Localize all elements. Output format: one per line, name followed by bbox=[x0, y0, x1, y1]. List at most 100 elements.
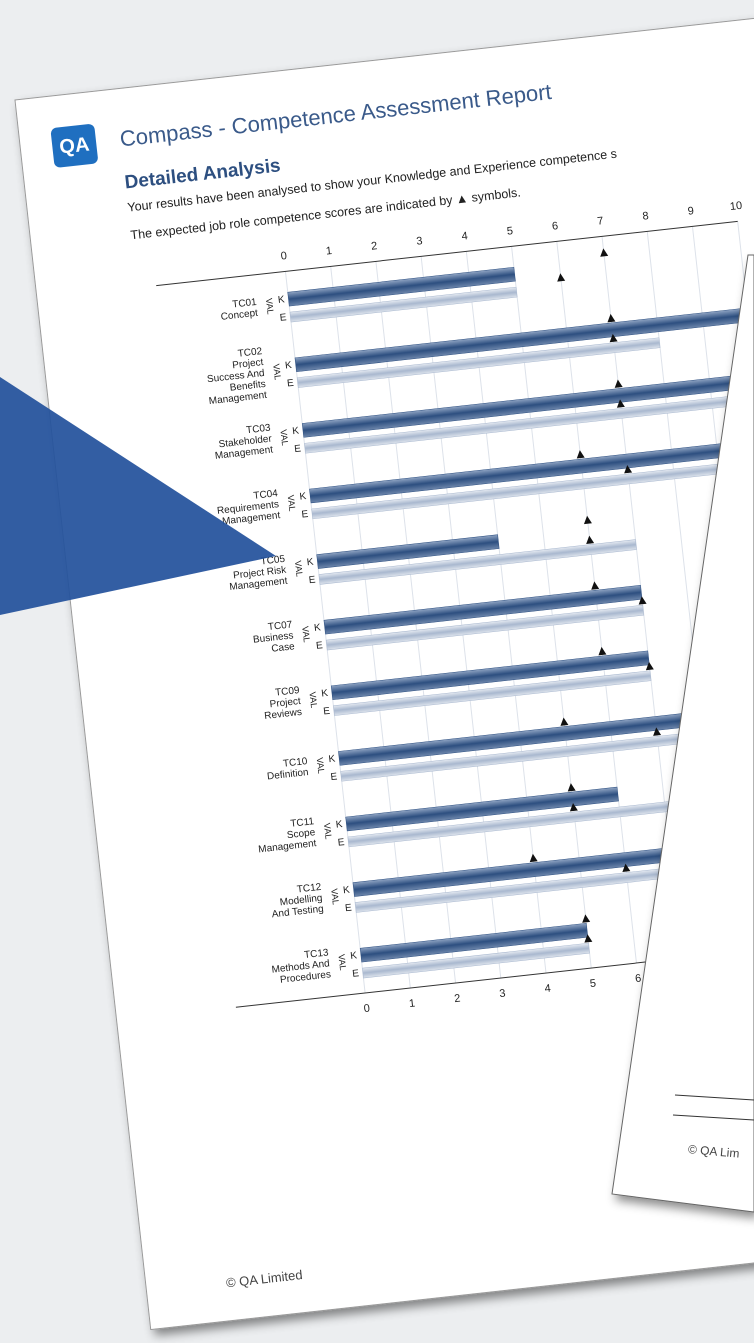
x-tick-label: 5 bbox=[506, 225, 513, 238]
category-label: TC03 bbox=[246, 423, 272, 437]
bar bbox=[296, 337, 661, 388]
expected-marker bbox=[576, 450, 585, 459]
category-label: Project bbox=[232, 357, 264, 371]
bar bbox=[325, 604, 645, 651]
expected-marker bbox=[584, 934, 593, 943]
series-label: E bbox=[316, 640, 324, 652]
x-tick-label-bottom: 6 bbox=[634, 973, 641, 986]
series-label: E bbox=[344, 903, 352, 915]
series-label: E bbox=[279, 312, 287, 324]
series-label: E bbox=[330, 771, 338, 783]
row-label: VAL bbox=[329, 888, 341, 905]
series-label: E bbox=[294, 443, 302, 455]
expected-marker bbox=[557, 273, 566, 282]
x-tick-label: 0 bbox=[280, 250, 287, 263]
category-label: TC11 bbox=[290, 816, 315, 830]
series-label: K bbox=[321, 688, 329, 700]
category-label: Project bbox=[269, 696, 301, 710]
axis-top bbox=[156, 220, 738, 287]
category-label: TC13 bbox=[304, 947, 330, 961]
report-page: QA Compass - Competence Assessment Repor… bbox=[14, 0, 754, 1331]
category-label: Definition bbox=[267, 767, 310, 783]
series-label: E bbox=[323, 706, 331, 718]
expected-marker bbox=[622, 863, 631, 873]
row-label: VAL bbox=[271, 363, 283, 380]
bar bbox=[289, 286, 518, 323]
x-tick-label: 6 bbox=[551, 220, 558, 233]
row-label: VAL bbox=[315, 757, 327, 774]
row-label: VAL bbox=[322, 822, 334, 839]
category-label: Business bbox=[253, 630, 295, 645]
category-label: Concept bbox=[220, 308, 258, 323]
bar bbox=[318, 539, 637, 585]
x-tick-label: 2 bbox=[371, 240, 378, 253]
row-label: VAL bbox=[336, 954, 348, 971]
x-tick-label: 1 bbox=[325, 245, 332, 258]
series-label: K bbox=[285, 360, 293, 372]
expected-marker bbox=[614, 379, 623, 388]
expected-marker bbox=[607, 313, 616, 323]
x-tick-label-bottom: 4 bbox=[544, 983, 551, 996]
overlay-page bbox=[611, 254, 754, 1213]
series-label: E bbox=[287, 378, 295, 390]
x-tick-label: 10 bbox=[729, 200, 742, 213]
series-label: K bbox=[277, 294, 285, 306]
category-label: TC02 bbox=[237, 346, 263, 360]
bar bbox=[323, 585, 643, 635]
x-tick-label: 9 bbox=[687, 205, 694, 218]
expected-marker bbox=[598, 646, 607, 656]
logo-box bbox=[50, 124, 98, 168]
series-label: E bbox=[308, 575, 316, 587]
bar bbox=[330, 650, 650, 701]
category-label: TC12 bbox=[296, 882, 322, 896]
series-label: E bbox=[337, 837, 345, 849]
category-label: TC09 bbox=[275, 685, 301, 699]
bar bbox=[316, 534, 500, 569]
category-label: TC04 bbox=[253, 488, 279, 502]
row-label: VAL bbox=[300, 626, 312, 643]
x-tick-label: 3 bbox=[416, 235, 423, 248]
row-label: VAL bbox=[264, 298, 276, 315]
category-label: TC01 bbox=[232, 297, 258, 311]
x-tick-label: 7 bbox=[597, 215, 604, 228]
x-tick-label: 4 bbox=[461, 230, 468, 243]
bar bbox=[311, 458, 754, 520]
overlay-rule bbox=[674, 1094, 754, 1101]
x-tick-label-bottom: 2 bbox=[454, 992, 461, 1005]
bar bbox=[309, 438, 754, 504]
row-label: VAL bbox=[307, 691, 319, 708]
bar bbox=[287, 266, 516, 307]
expected-marker bbox=[567, 783, 576, 792]
series-label: K bbox=[314, 622, 322, 634]
series-label: K bbox=[350, 950, 358, 962]
expected-marker bbox=[616, 399, 625, 408]
expected-marker bbox=[638, 596, 647, 605]
expected-marker bbox=[609, 333, 618, 343]
series-label: K bbox=[328, 753, 336, 765]
row-label: VAL bbox=[286, 494, 298, 511]
category-label: Case bbox=[271, 641, 296, 655]
series-label: K bbox=[306, 557, 314, 569]
bar bbox=[304, 393, 754, 454]
x-tick-label-bottom: 5 bbox=[589, 978, 596, 991]
expected-marker bbox=[645, 661, 654, 671]
series-label: K bbox=[335, 819, 343, 831]
expected-marker bbox=[586, 535, 595, 545]
expected-marker bbox=[600, 248, 609, 257]
series-label: E bbox=[352, 968, 360, 980]
expected-marker bbox=[591, 581, 600, 590]
x-tick-label-bottom: 3 bbox=[499, 988, 506, 1001]
arrow-shape bbox=[0, 377, 276, 615]
x-tick-label: 8 bbox=[642, 210, 649, 223]
category-label: Modelling bbox=[279, 893, 323, 909]
category-label: TC10 bbox=[282, 756, 308, 770]
bar bbox=[362, 942, 590, 979]
bar bbox=[345, 786, 619, 832]
overlay-footer: © QA Lim bbox=[687, 1142, 740, 1160]
row-label: VAL bbox=[293, 560, 305, 577]
row-label: VAL bbox=[278, 429, 290, 446]
x-tick-label-bottom: 0 bbox=[363, 1002, 370, 1015]
expected-marker bbox=[624, 465, 633, 474]
